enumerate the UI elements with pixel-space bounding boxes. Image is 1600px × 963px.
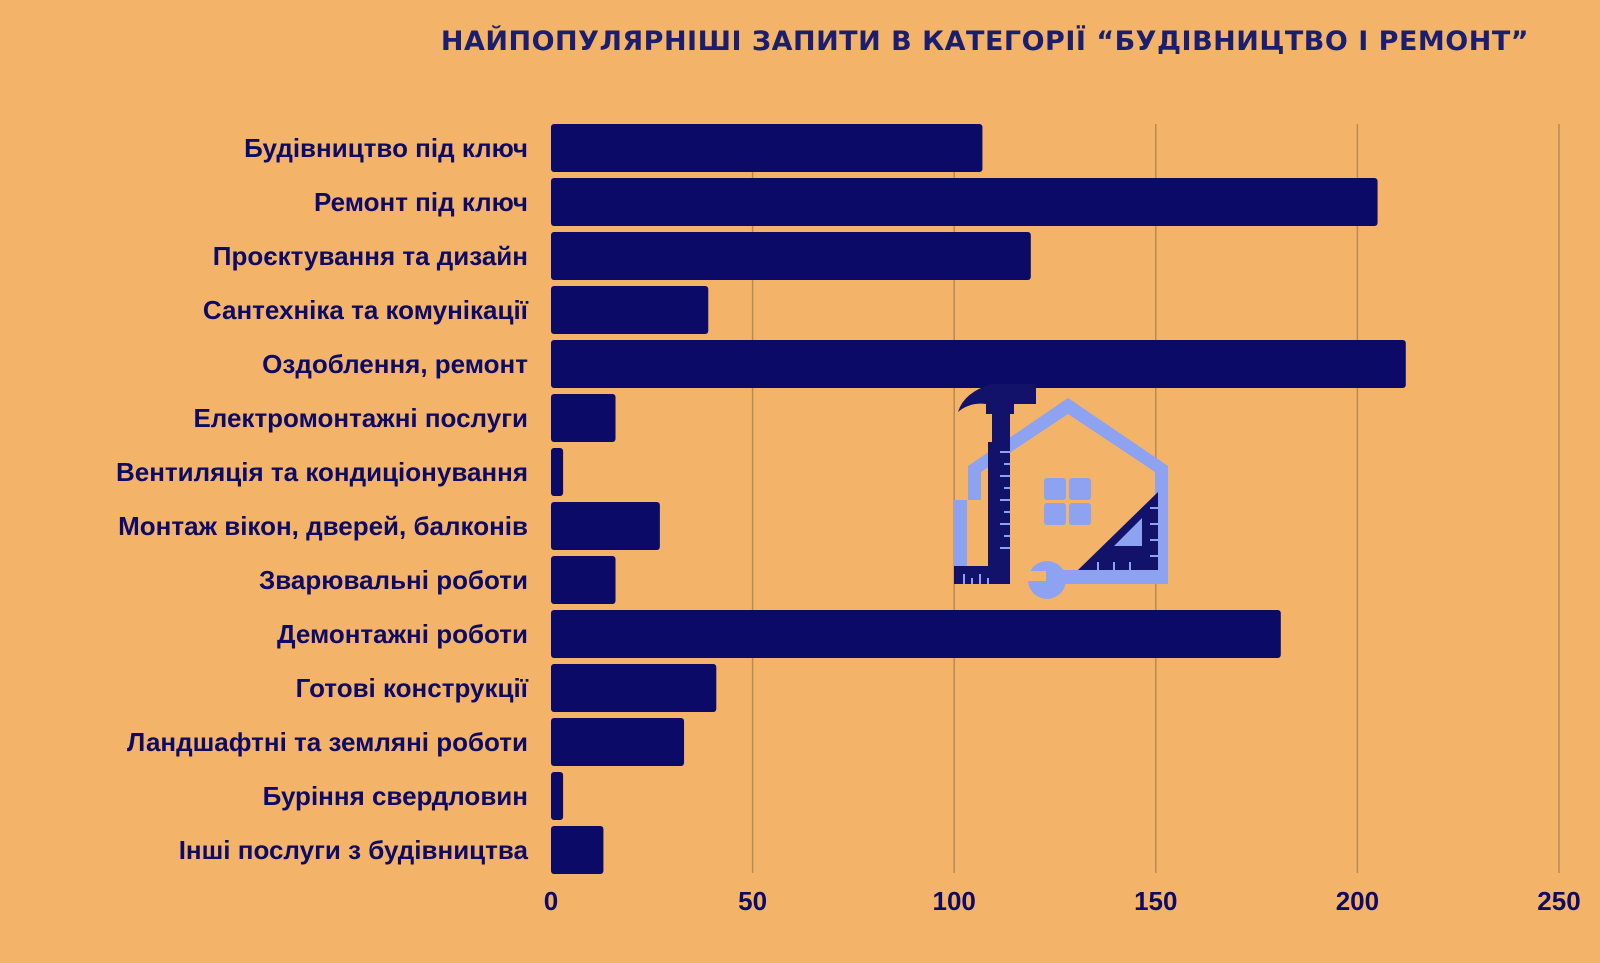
category-label: Вентиляція та кондиціонування [116, 457, 528, 487]
bar [551, 448, 564, 496]
bar [551, 556, 616, 604]
category-label: Готові конструкції [296, 673, 529, 703]
x-tick-label: 250 [1537, 886, 1580, 916]
category-labels: Будівництво під ключ Ремонт під ключ Проєк… [116, 133, 529, 865]
bar [551, 610, 1281, 658]
x-tick-label: 0 [544, 886, 558, 916]
category-label: Ремонт під ключ [314, 187, 528, 217]
x-tick-label: 100 [933, 886, 976, 916]
category-label: Ландшафтні та земляні роботи [127, 727, 528, 757]
bar [551, 178, 1378, 226]
category-label: Монтаж вікон, дверей, балконів [118, 511, 528, 541]
bar [551, 718, 685, 766]
bar [551, 124, 983, 172]
category-label: Електромонтажні послуги [193, 403, 528, 433]
bar [551, 664, 717, 712]
x-tick-labels: 0 50 100 150 200 250 [544, 886, 1581, 916]
category-label: Демонтажні роботи [277, 619, 528, 649]
category-label: Буріння свердловин [263, 781, 528, 811]
bar [551, 232, 1031, 280]
bars [551, 124, 1406, 874]
x-tick-label: 200 [1336, 886, 1379, 916]
chart-title: НАЙПОПУЛЯРНІШІ ЗАПИТИ В КАТЕГОРІЇ “БУДІВ… [440, 26, 1529, 57]
bar [551, 394, 616, 442]
category-label: Інші послуги з будівництва [179, 835, 529, 865]
category-label: Сантехніка та комунікації [203, 295, 529, 325]
x-tick-label: 150 [1134, 886, 1177, 916]
house-tools-icon [954, 384, 1168, 599]
category-label: Зварювальні роботи [259, 565, 528, 595]
category-label: Будівництво під ключ [244, 133, 528, 163]
x-tick-label: 50 [738, 886, 767, 916]
bar [551, 826, 604, 874]
category-label: Проєктування та дизайн [213, 241, 528, 271]
bar [551, 286, 709, 334]
category-label: Оздоблення, ремонт [262, 349, 528, 379]
bar [551, 772, 564, 820]
bar [551, 340, 1406, 388]
bar [551, 502, 660, 550]
